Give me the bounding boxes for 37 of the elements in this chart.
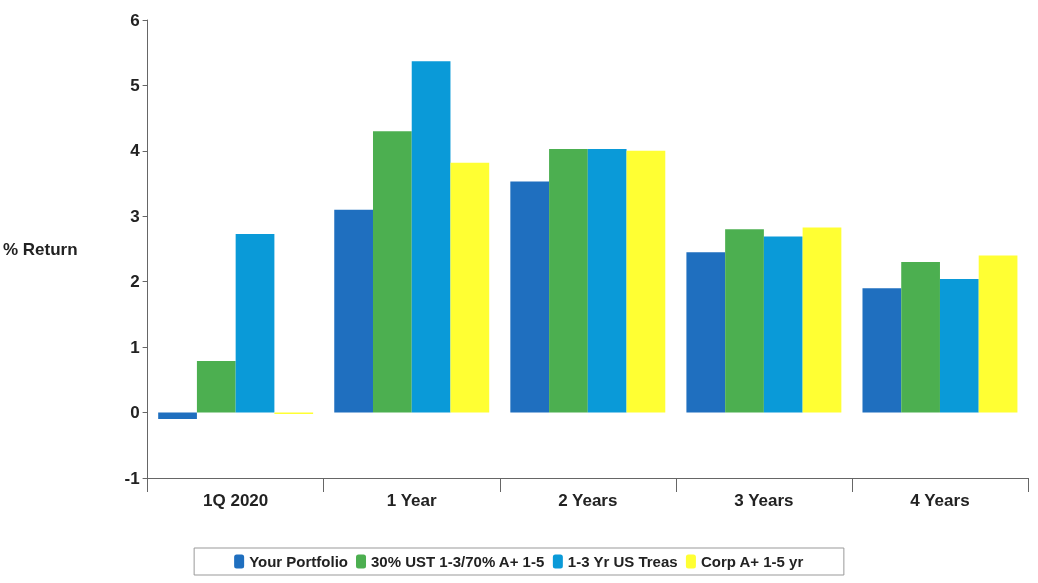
y-axis-title: % Return — [2, 239, 78, 259]
bar — [510, 181, 550, 413]
bar — [901, 262, 940, 413]
x-tick-label: 1 Year — [386, 491, 438, 510]
y-tick-label: -1 — [124, 468, 140, 488]
bar — [334, 209, 373, 413]
bar — [802, 227, 842, 413]
y-tick-label: 3 — [130, 206, 140, 226]
x-tick-label: 3 Years — [734, 491, 794, 510]
legend-label: 30% UST 1-3/70% A+ 1-5 — [371, 553, 545, 570]
bar — [549, 148, 588, 413]
bar — [587, 148, 627, 413]
y-tick-label: 2 — [130, 272, 140, 292]
legend-label: Your Portfolio — [249, 553, 349, 570]
y-tick-label: 5 — [130, 75, 140, 95]
bar — [450, 162, 490, 413]
y-tick-label: 4 — [130, 141, 141, 161]
bar — [235, 233, 275, 413]
bar — [763, 236, 803, 413]
legend-label: Corp A+ 1-5 yr — [700, 553, 804, 570]
bar — [686, 252, 726, 413]
x-tick-label: 2 Years — [558, 491, 618, 510]
y-tick-label: 0 — [130, 403, 140, 423]
bar — [978, 255, 1018, 413]
y-tick-label: 6 — [130, 10, 140, 30]
bar — [372, 131, 412, 413]
bar — [626, 150, 666, 413]
y-tick-label: 1 — [130, 337, 140, 357]
bar — [196, 360, 236, 413]
bar — [862, 288, 902, 413]
legend-label: 1-3 Yr US Treas — [567, 553, 678, 570]
bar — [939, 279, 979, 413]
bar — [725, 229, 764, 413]
bar — [158, 412, 197, 420]
x-tick-label: 1Q 2020 — [203, 491, 269, 510]
bar — [411, 61, 451, 413]
x-tick-label: 4 Years — [910, 491, 970, 510]
